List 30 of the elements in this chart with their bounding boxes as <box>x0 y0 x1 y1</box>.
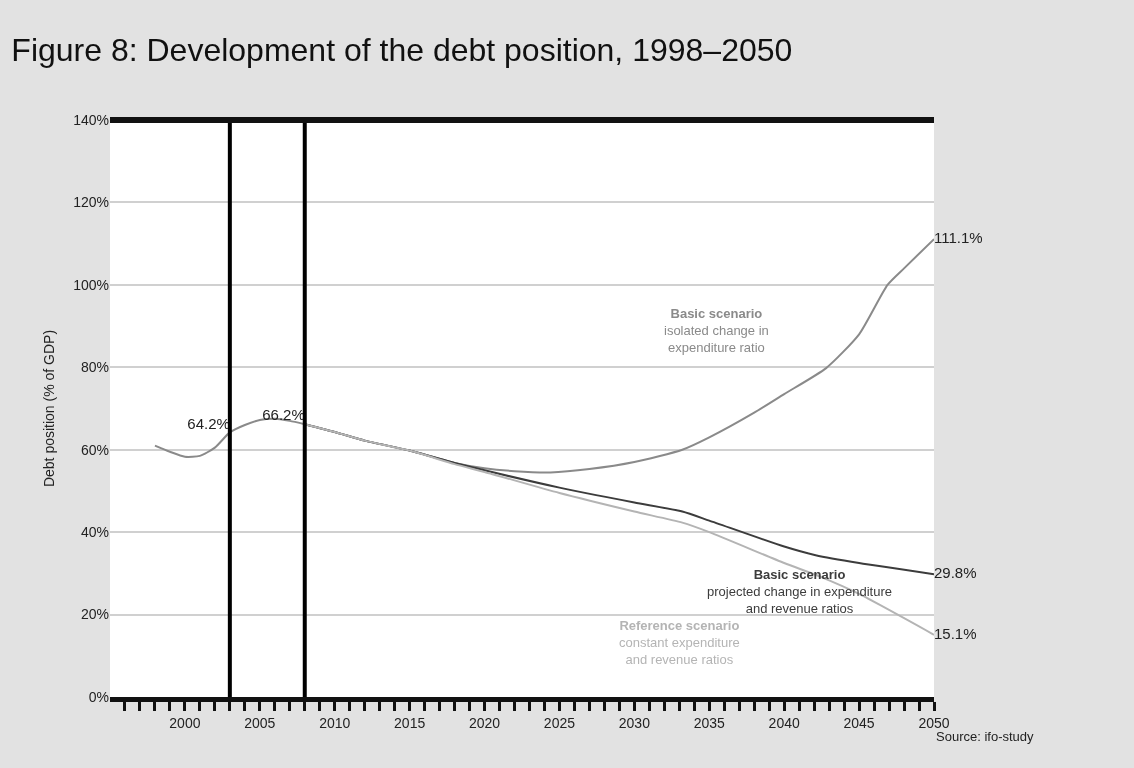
x-tick-label: 2000 <box>169 714 201 731</box>
y-tick-label: 20% <box>80 606 109 623</box>
data-label: 66.2% <box>262 406 305 424</box>
y-tick-label: 120% <box>73 194 109 211</box>
series-label: Basic scenario projected change in expenditure and revenue ratios <box>707 567 893 616</box>
y-tick-label: 140% <box>73 111 109 128</box>
y-tick-label: 0% <box>88 688 109 705</box>
x-tick-label: 2040 <box>768 714 800 731</box>
data-label: 29.8% <box>934 563 977 581</box>
text: Basic scenario isolated change in expenditure ratio <box>664 306 769 355</box>
x-tick-label: 2005 <box>244 714 276 731</box>
x-tick-label: 2010 <box>319 714 351 731</box>
y-axis-title: Debt position (% of GDP) <box>40 329 57 488</box>
x-tick-label: 2030 <box>618 714 651 731</box>
y-tick-label: 60% <box>80 441 109 458</box>
x-tick-label: 2020 <box>468 714 501 731</box>
source-note: Source: ifo-study <box>936 729 1035 744</box>
y-tick-label: 80% <box>80 359 109 376</box>
x-tick-label: 2050 <box>918 714 950 731</box>
y-tick-label: 40% <box>80 524 109 541</box>
data-label: 64.2% <box>187 414 230 432</box>
x-tick-label: 2015 <box>394 714 426 731</box>
chart-title: Figure 8: Development of the debt position, 1998–2050 <box>11 31 793 68</box>
y-tick-label: 100% <box>73 276 109 293</box>
text: Reference scenario constant expenditure and revenue ratios <box>619 618 740 667</box>
x-tick-label: 2035 <box>693 714 726 731</box>
x-tick-label: 2025 <box>543 714 576 731</box>
data-label: 111.1% <box>934 228 983 246</box>
data-label: 15.1% <box>934 624 977 642</box>
x-tick-label: 2045 <box>843 714 875 731</box>
